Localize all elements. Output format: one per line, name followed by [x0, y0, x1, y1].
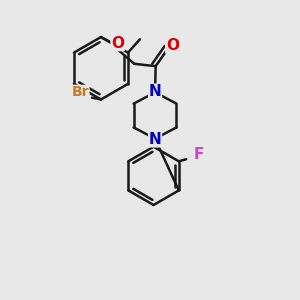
Text: F: F	[193, 147, 204, 162]
Text: O: O	[111, 35, 124, 50]
Text: N: N	[149, 132, 161, 147]
Text: Br: Br	[71, 85, 89, 99]
Text: O: O	[166, 38, 179, 53]
Text: N: N	[149, 84, 161, 99]
